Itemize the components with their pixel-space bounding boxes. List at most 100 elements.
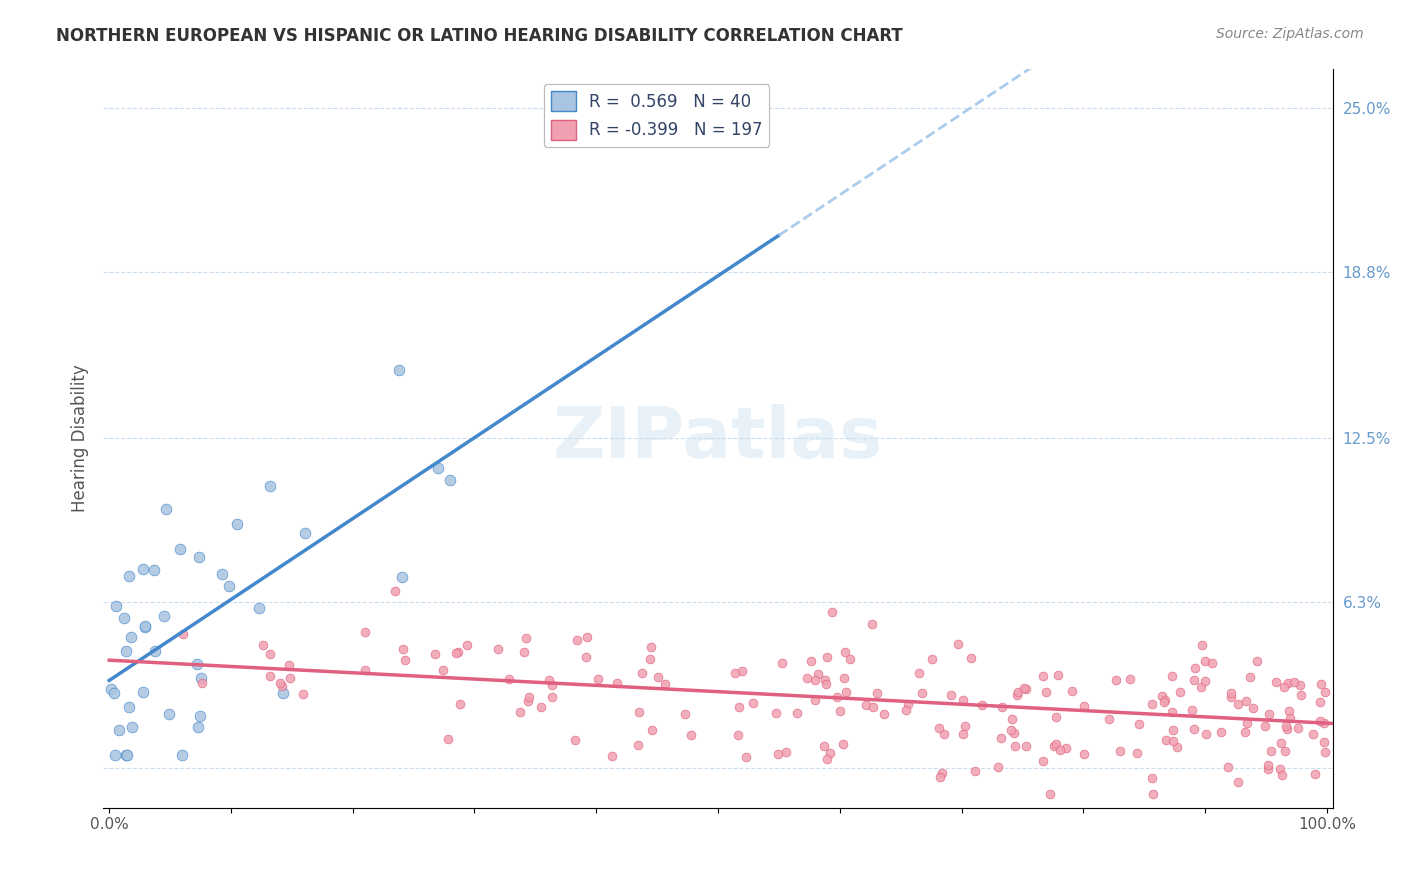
Point — [1239, 670, 1261, 684]
Point — [1073, 747, 1095, 762]
Point — [576, 630, 599, 644]
Point — [1271, 768, 1294, 782]
Point — [509, 706, 531, 720]
Point — [1219, 686, 1241, 700]
Point — [866, 686, 889, 700]
Point — [1060, 683, 1083, 698]
Point — [1257, 757, 1279, 772]
Point — [815, 649, 838, 664]
Point — [1313, 735, 1336, 749]
Point — [1236, 716, 1258, 731]
Point — [247, 600, 270, 615]
Point — [1181, 703, 1204, 717]
Point — [948, 637, 970, 651]
Point — [990, 731, 1012, 745]
Point — [813, 739, 835, 754]
Point — [1032, 754, 1054, 768]
Point — [1142, 788, 1164, 802]
Point — [1039, 788, 1062, 802]
Point — [606, 675, 628, 690]
Point — [1154, 732, 1177, 747]
Point — [1268, 762, 1291, 776]
Point — [1160, 669, 1182, 683]
Point — [1220, 690, 1243, 704]
Point — [391, 570, 413, 584]
Point — [1195, 727, 1218, 741]
Point — [1277, 676, 1299, 690]
Point — [384, 584, 406, 599]
Point — [814, 673, 837, 687]
Point — [770, 656, 793, 670]
Point — [104, 747, 127, 762]
Point — [654, 677, 676, 691]
Point — [269, 675, 291, 690]
Point — [143, 644, 166, 658]
Point — [537, 673, 560, 688]
Point — [1108, 744, 1130, 758]
Point — [931, 766, 953, 780]
Point — [394, 653, 416, 667]
Point — [1258, 706, 1281, 721]
Point — [1166, 740, 1188, 755]
Point — [118, 700, 141, 714]
Point — [134, 618, 156, 632]
Point — [575, 650, 598, 665]
Point — [855, 698, 877, 713]
Point — [187, 549, 209, 564]
Point — [437, 732, 460, 747]
Point — [170, 747, 193, 762]
Point — [456, 638, 478, 652]
Point — [515, 631, 537, 645]
Point — [600, 749, 623, 764]
Point — [766, 747, 789, 762]
Point — [586, 673, 609, 687]
Point — [425, 647, 447, 661]
Point — [271, 679, 294, 693]
Point — [814, 677, 837, 691]
Point — [1042, 739, 1064, 753]
Point — [392, 642, 415, 657]
Point — [1140, 771, 1163, 785]
Point — [628, 705, 651, 719]
Point — [1282, 675, 1305, 690]
Point — [259, 479, 281, 493]
Point — [132, 561, 155, 575]
Point — [963, 764, 986, 778]
Point — [1274, 744, 1296, 758]
Point — [103, 686, 125, 700]
Point — [1000, 723, 1022, 738]
Point — [1211, 725, 1233, 739]
Point — [828, 704, 851, 718]
Point — [1264, 675, 1286, 690]
Point — [803, 692, 825, 706]
Point — [447, 645, 470, 659]
Point — [1004, 739, 1026, 753]
Point — [1289, 688, 1312, 702]
Point — [1045, 737, 1067, 751]
Point — [1289, 678, 1312, 692]
Point — [807, 667, 830, 681]
Legend: R =  0.569   N = 40, R = -0.399   N = 197: R = 0.569 N = 40, R = -0.399 N = 197 — [544, 84, 769, 146]
Point — [354, 663, 377, 677]
Point — [987, 760, 1010, 774]
Point — [157, 706, 180, 721]
Point — [278, 671, 301, 685]
Point — [120, 630, 142, 644]
Point — [439, 473, 461, 487]
Point — [565, 632, 588, 647]
Point — [354, 624, 377, 639]
Point — [953, 719, 976, 733]
Point — [1119, 672, 1142, 686]
Point — [291, 687, 314, 701]
Point — [1098, 712, 1121, 726]
Point — [839, 652, 862, 666]
Text: ZIPatlas: ZIPatlas — [553, 403, 883, 473]
Point — [1142, 698, 1164, 712]
Point — [1054, 740, 1077, 755]
Point — [959, 651, 981, 665]
Point — [1313, 716, 1336, 731]
Point — [100, 682, 122, 697]
Point — [1015, 682, 1038, 697]
Point — [517, 690, 540, 704]
Point — [741, 696, 763, 710]
